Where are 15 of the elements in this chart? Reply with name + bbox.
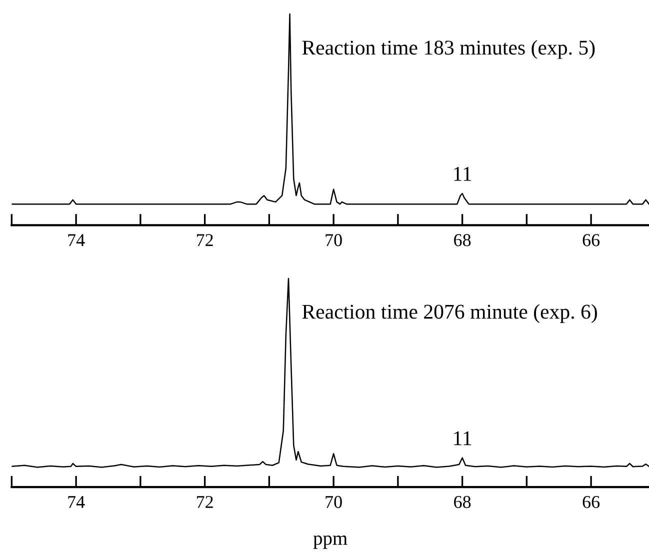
annotation: Reaction time 2076 minute (exp. 6) <box>302 304 597 324</box>
x-tick-label: 72 <box>196 234 213 246</box>
x-axis-title: ppm <box>313 536 348 549</box>
x-tick-label: 74 <box>68 234 85 246</box>
x-tick-label: 70 <box>326 496 342 508</box>
x-tick-label: 66 <box>582 496 600 508</box>
annotation: 11 <box>454 431 472 446</box>
x-tick-label: 68 <box>454 234 471 246</box>
x-tick-label: 66 <box>582 234 600 246</box>
x-tick-label: 70 <box>326 234 342 246</box>
annotation: 11 <box>454 166 472 181</box>
x-tick-label: 74 <box>68 496 85 508</box>
annotation: Reaction time 183 minutes (exp. 5) <box>302 40 595 59</box>
x-tick-label: 72 <box>196 496 213 508</box>
x-tick-label: 68 <box>454 496 471 508</box>
